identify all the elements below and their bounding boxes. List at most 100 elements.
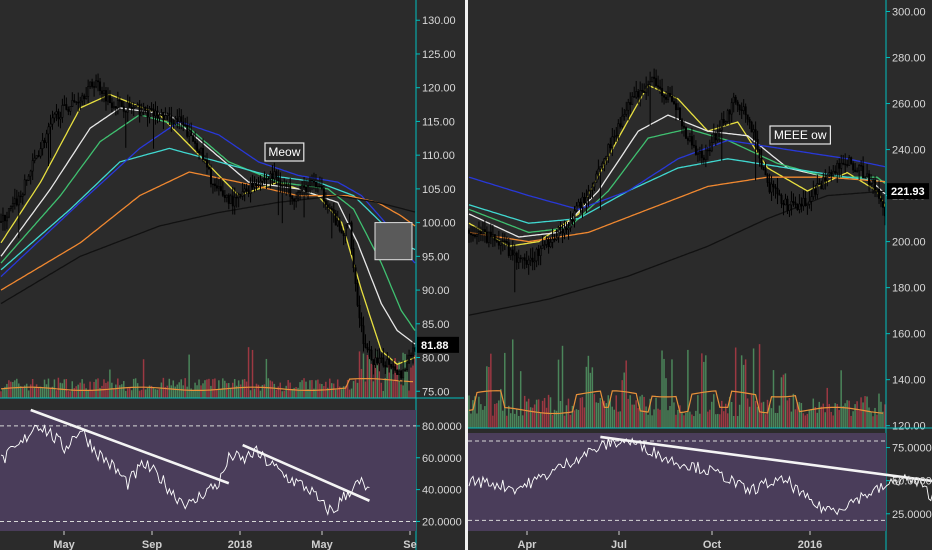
candle-body xyxy=(255,182,258,187)
moving-average-line-black xyxy=(468,190,886,316)
volume-bar xyxy=(549,397,552,428)
volume-bar xyxy=(822,403,824,428)
volume-bar xyxy=(691,414,693,428)
candle-body xyxy=(477,231,480,235)
candle-body xyxy=(601,162,604,167)
candle-body xyxy=(249,182,252,194)
candle-body xyxy=(647,84,650,87)
annotation-text: Meow xyxy=(268,145,300,159)
volume-bar xyxy=(484,406,486,428)
volume-bar xyxy=(711,401,713,428)
volume-bar xyxy=(404,353,406,398)
candle-body xyxy=(285,183,288,187)
volume-bar xyxy=(176,384,178,398)
volume-bar xyxy=(354,379,357,398)
candle-body xyxy=(295,197,298,202)
candle-body xyxy=(69,106,72,112)
price-tick-label: 125.00 xyxy=(422,49,456,61)
volume-bar xyxy=(21,386,24,398)
candle-body xyxy=(766,174,769,183)
candle-body xyxy=(110,102,113,108)
candle-body xyxy=(611,136,614,149)
candle-body xyxy=(247,190,250,194)
candle-body xyxy=(864,176,867,179)
volume-bar xyxy=(214,378,216,398)
volume-bar xyxy=(360,368,363,398)
last-price-badge xyxy=(887,183,929,200)
candle-body xyxy=(483,229,486,233)
volume-bar xyxy=(551,415,554,428)
candle-body xyxy=(221,190,224,196)
x-tick-label: 2018 xyxy=(228,539,252,550)
candle-body xyxy=(609,144,612,149)
volume-bar xyxy=(850,415,852,428)
candle-body xyxy=(217,186,220,189)
volume-bar xyxy=(319,383,321,398)
volume-bar xyxy=(699,413,701,428)
volume-bar xyxy=(669,405,671,428)
volume-bar xyxy=(73,388,75,398)
candle-body xyxy=(774,186,777,189)
price-tick-label: 120.00 xyxy=(422,83,456,95)
volume-bar xyxy=(527,398,530,428)
volume-bar xyxy=(136,383,139,398)
volume-bar xyxy=(69,391,72,398)
candle-body xyxy=(124,110,127,113)
volume-bar xyxy=(152,388,155,398)
volume-bar xyxy=(482,409,484,428)
candle-body xyxy=(194,141,197,144)
volume-bar xyxy=(237,380,240,398)
right-chart-panel: MEEE ow300.00280.00260.00240.00220.00200… xyxy=(467,0,932,550)
volume-bar xyxy=(683,415,685,428)
volume-bar xyxy=(868,407,870,428)
volume-bar xyxy=(643,396,645,428)
candle-body xyxy=(93,86,96,88)
volume-bar xyxy=(101,385,103,398)
volume-bar xyxy=(681,412,683,428)
candle-body xyxy=(213,183,216,187)
volume-bar xyxy=(667,410,669,428)
candle-body xyxy=(862,165,865,179)
volume-bar xyxy=(870,411,872,428)
candle-body xyxy=(858,165,861,172)
volume-bar xyxy=(788,397,791,428)
candle-body xyxy=(523,257,526,261)
volume-bar xyxy=(846,400,848,428)
volume-bar xyxy=(589,372,592,428)
volume-bar xyxy=(808,410,811,428)
volume-bar xyxy=(597,402,600,428)
volume-bar xyxy=(16,378,18,398)
x-tick-label: 2016 xyxy=(798,539,822,550)
candle-body xyxy=(491,234,494,238)
volume-bar xyxy=(472,400,474,428)
candle-body xyxy=(545,239,548,245)
candle-body xyxy=(724,121,727,124)
candle-body xyxy=(398,370,401,375)
volume-bar xyxy=(488,366,490,428)
candle-body xyxy=(619,123,622,127)
volume-bar xyxy=(539,412,542,428)
volume-bar xyxy=(380,382,383,398)
candle-body xyxy=(834,170,837,174)
candle-body xyxy=(312,180,315,183)
volume-bar xyxy=(724,403,727,428)
volume-bar xyxy=(697,395,699,428)
candle-body xyxy=(61,105,64,118)
candle-body xyxy=(85,96,88,100)
price-tick-label: 90.00 xyxy=(422,285,450,297)
volume-bar xyxy=(665,378,667,428)
volume-bar xyxy=(182,385,184,398)
candle-body xyxy=(848,157,851,166)
candle-body xyxy=(114,106,117,109)
volume-bar xyxy=(400,384,402,398)
volume-bar xyxy=(148,385,151,398)
volume-bar xyxy=(366,355,369,398)
candle-body xyxy=(307,185,310,193)
volume-bar xyxy=(645,406,647,428)
volume-bar xyxy=(496,403,498,428)
volume-bar xyxy=(633,404,635,428)
volume-bar xyxy=(154,389,157,398)
volume-bar xyxy=(406,362,408,398)
candle-body xyxy=(816,183,819,195)
candle-body xyxy=(529,257,532,261)
